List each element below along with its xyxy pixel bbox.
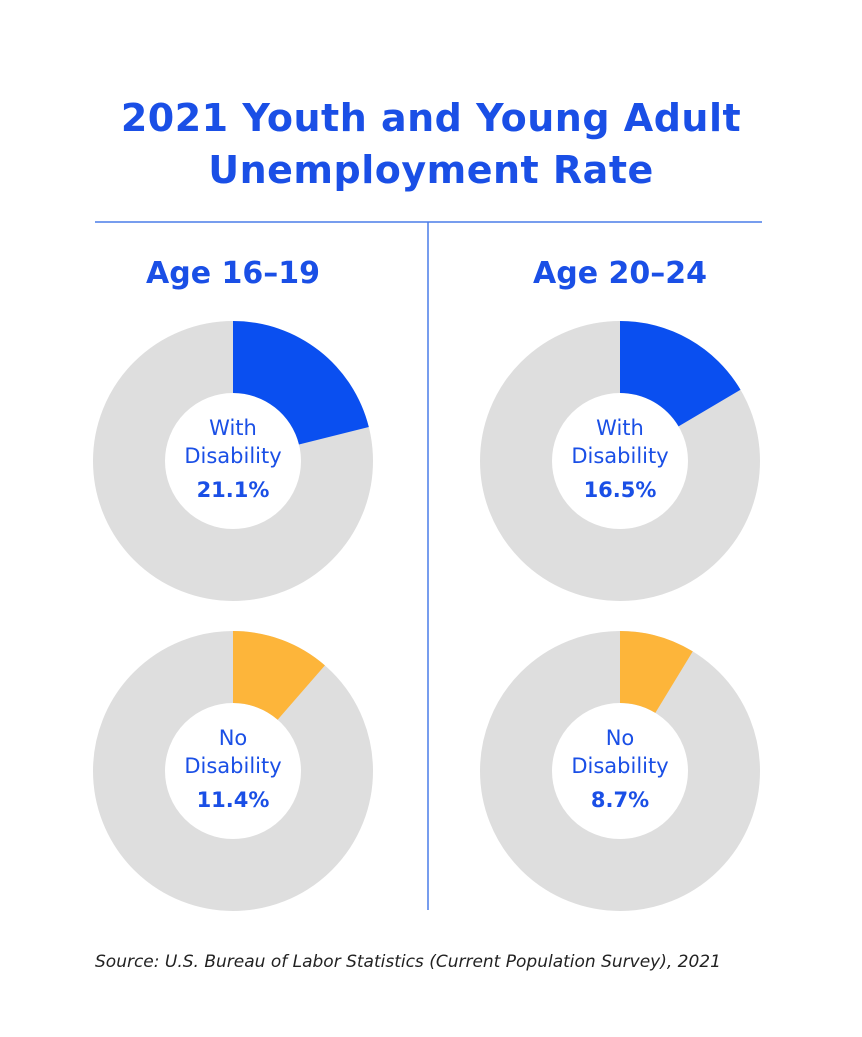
donut-segment [233, 631, 325, 720]
donut-center: With Disability 21.1% [168, 414, 298, 504]
column-heading: Age 16–19 [146, 256, 320, 291]
donut-label: With Disability [184, 416, 282, 468]
column-heading: Age 20–24 [533, 256, 707, 291]
value-label: 11.4% [196, 788, 270, 812]
donut-segment [620, 631, 693, 713]
donut-center: With Disability 16.5% [555, 414, 685, 504]
donut-segment [620, 321, 741, 427]
title: 2021 Youth and Young Adult Unemployment … [120, 96, 742, 192]
donut-segment [233, 321, 369, 445]
donut-center: No Disability 8.7% [555, 724, 685, 814]
value-label: 21.1% [196, 478, 270, 502]
donut-label: With Disability [571, 416, 669, 468]
source: Source: U.S. Bureau of Labor Statistics … [95, 952, 721, 972]
value-label: 16.5% [583, 478, 657, 502]
donut-center: No Disability 11.4% [168, 724, 298, 814]
donut-label: No Disability [571, 726, 669, 778]
donut-label: No Disability [184, 726, 282, 778]
value-label: 8.7% [590, 788, 650, 812]
